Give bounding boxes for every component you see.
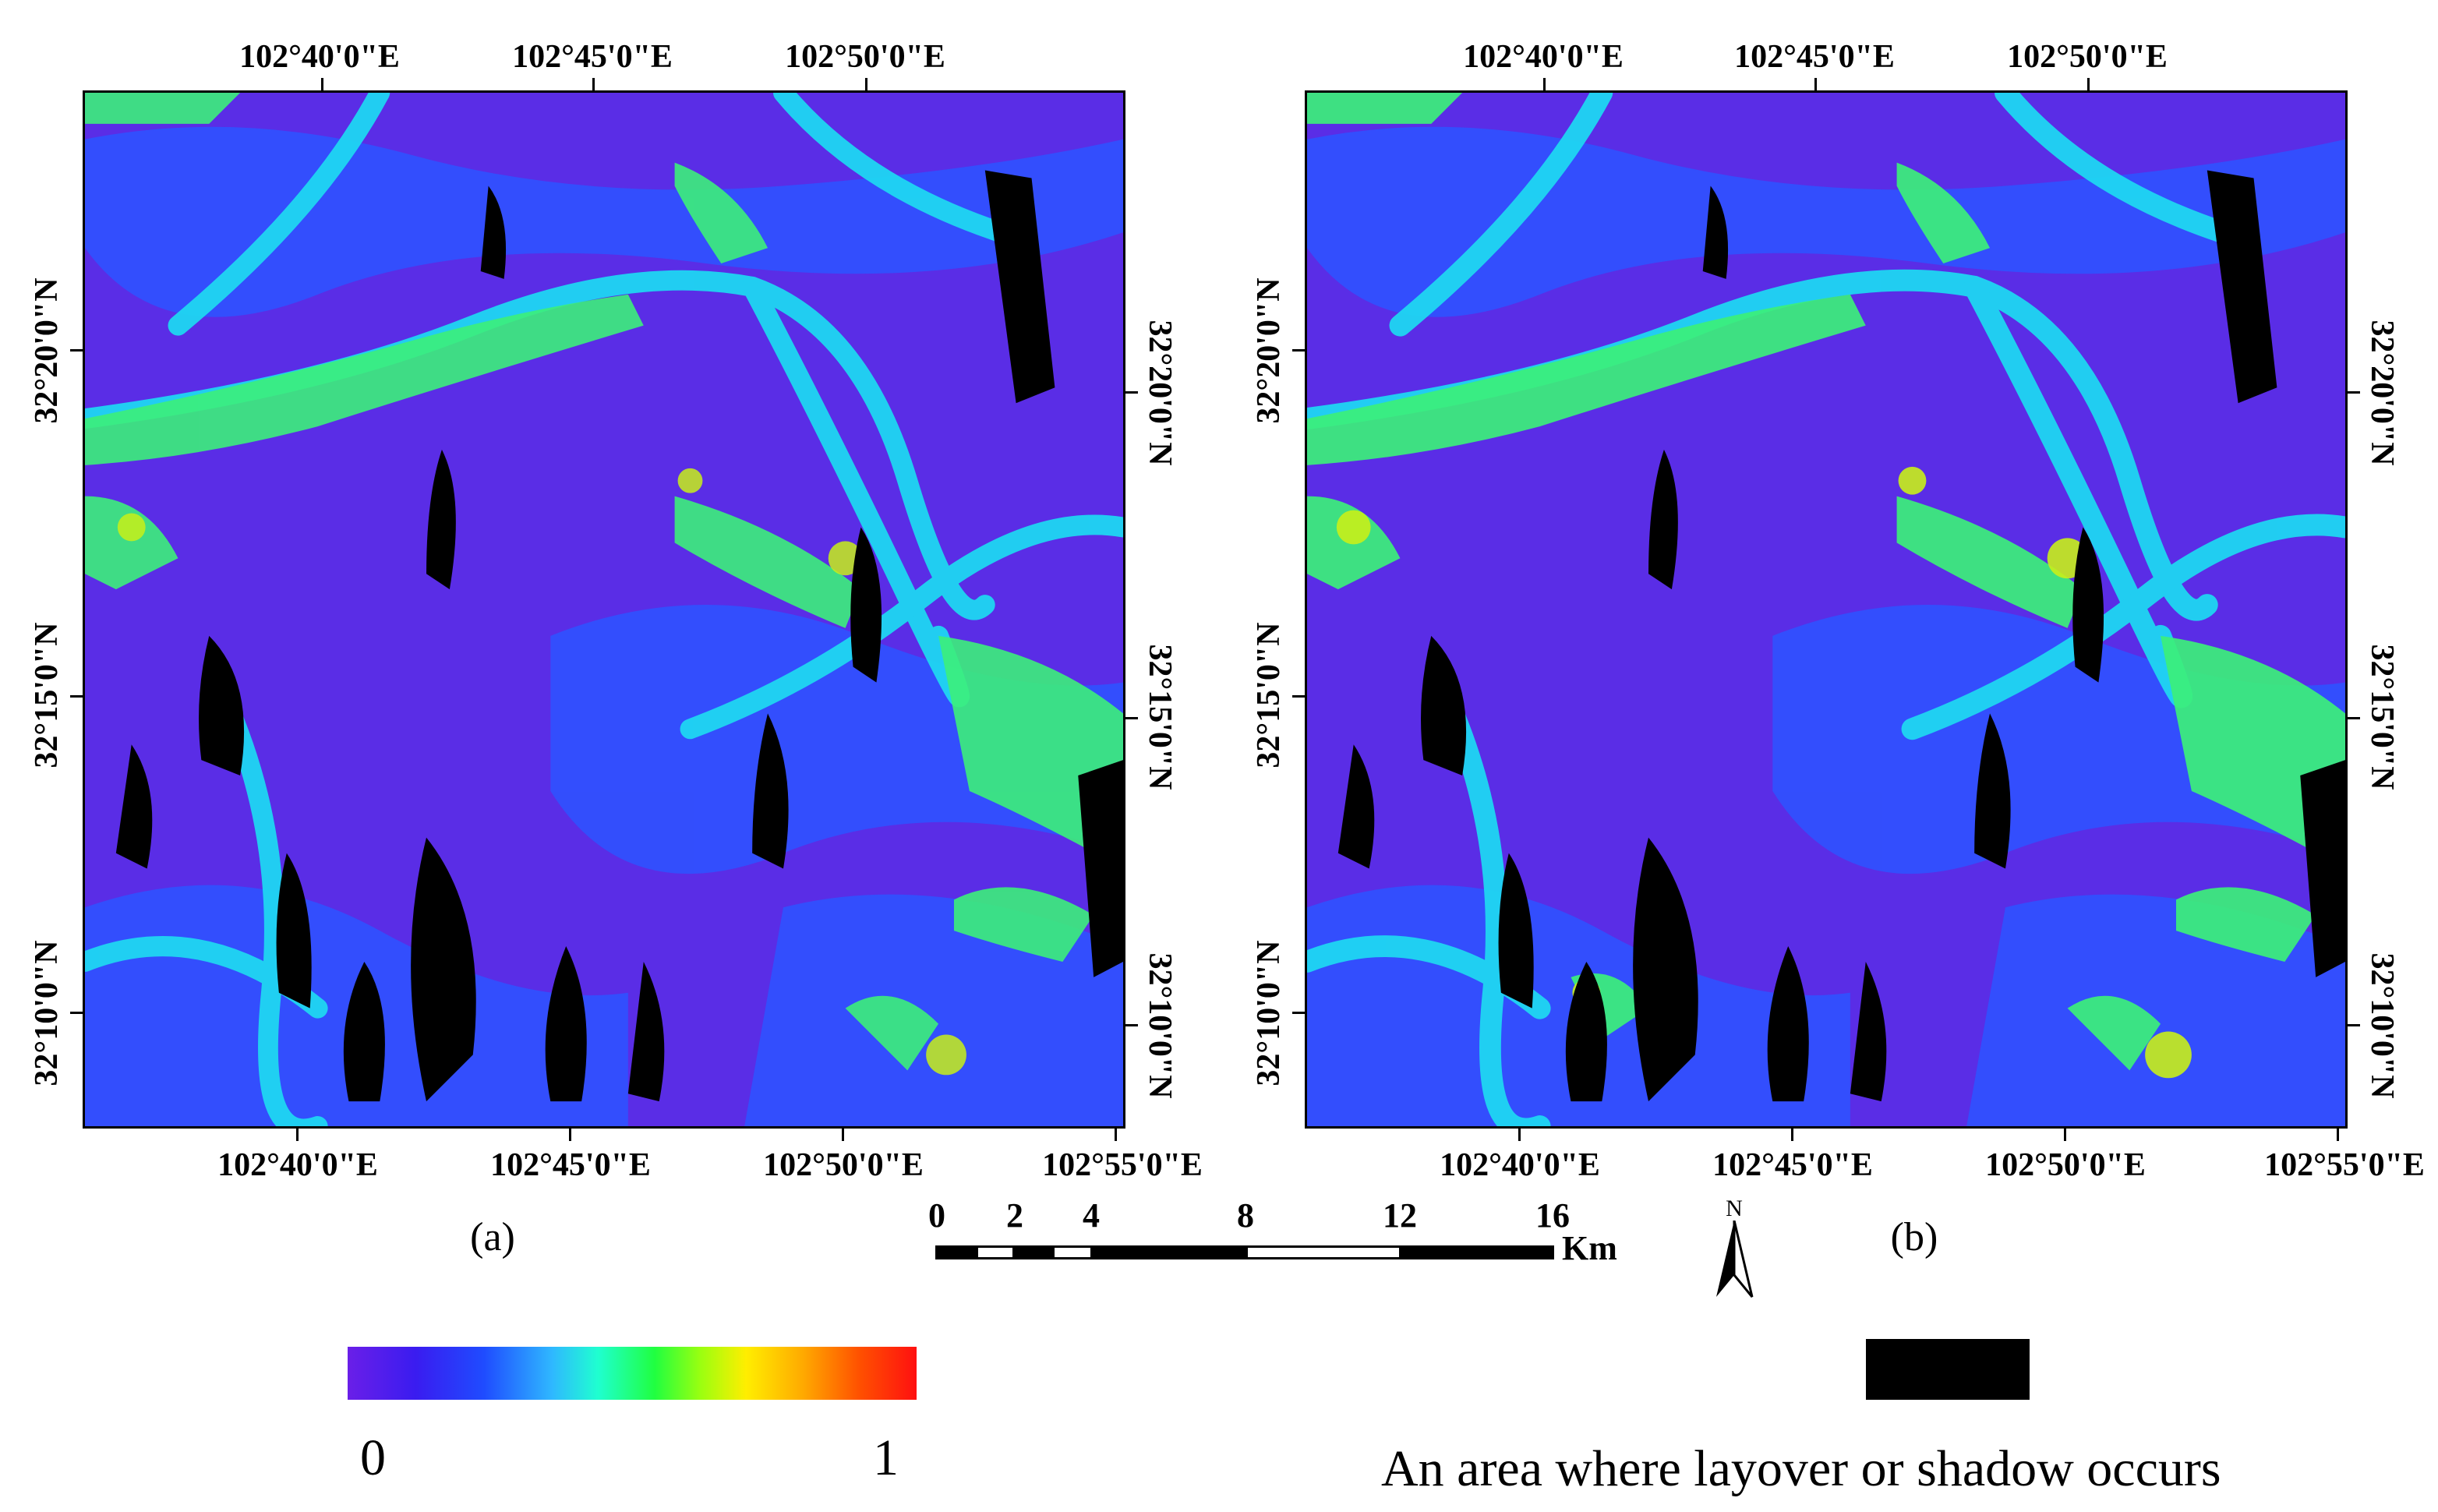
- scale-number: 0: [928, 1196, 945, 1235]
- scale-segment: [1400, 1245, 1554, 1259]
- scale-segment: [935, 1245, 977, 1259]
- colorbar-max-label: 1: [873, 1429, 899, 1486]
- latitude-tick-label: 32°10'0"N: [2364, 952, 2400, 1099]
- longitude-tick-label: 102°50'0"E: [763, 1147, 924, 1183]
- tick-mark: [321, 78, 323, 90]
- latitude-tick-label: 32°10'0"N: [1251, 940, 1287, 1086]
- colorbar: [348, 1347, 917, 1400]
- map-raster-a: [85, 93, 1123, 1126]
- scale-number: 12: [1383, 1196, 1417, 1235]
- panel-label-a: (a): [470, 1215, 515, 1259]
- tick-mark: [592, 78, 595, 90]
- longitude-tick-label: 102°45'0"E: [1712, 1147, 1873, 1183]
- tick-mark: [1115, 1129, 1117, 1141]
- latitude-tick-label: 32°10'0"N: [29, 940, 65, 1086]
- tick-mark: [1543, 78, 1546, 90]
- longitude-tick-label: 102°40'0"E: [239, 39, 400, 75]
- north-arrow: N: [1707, 1197, 1761, 1298]
- tick-mark: [2348, 717, 2360, 719]
- longitude-tick-label: 102°55'0"E: [1042, 1147, 1203, 1183]
- panel-label-b: (b): [1890, 1215, 1938, 1259]
- longitude-tick-label: 102°50'0"E: [1985, 1147, 2146, 1183]
- latitude-tick-label: 32°15'0"N: [1142, 644, 1178, 790]
- longitude-tick-label: 102°50'0"E: [2007, 39, 2168, 75]
- scale-number: 2: [1006, 1196, 1023, 1235]
- scale-segment: [976, 1245, 1015, 1259]
- scale-number: 16: [1535, 1196, 1570, 1235]
- scale-segment: [1052, 1245, 1093, 1259]
- latitude-tick-label: 32°10'0"N: [1142, 952, 1178, 1099]
- tick-mark: [1292, 1012, 1305, 1014]
- tick-mark: [2337, 1129, 2339, 1141]
- tick-mark: [2348, 1024, 2360, 1026]
- tick-mark: [1791, 1129, 1793, 1141]
- shadow-swatch: [1866, 1339, 2030, 1400]
- tick-mark: [296, 1129, 299, 1141]
- tick-mark: [865, 78, 867, 90]
- tick-mark: [1292, 695, 1305, 698]
- longitude-tick-label: 102°40'0"E: [217, 1147, 378, 1183]
- tick-mark: [1814, 78, 1817, 90]
- tick-mark: [2087, 78, 2090, 90]
- tick-mark: [842, 1129, 844, 1141]
- north-arrow-icon: [1716, 1221, 1754, 1298]
- map-panel-a: [83, 90, 1125, 1129]
- scale-number: 4: [1083, 1196, 1100, 1235]
- tick-mark: [2348, 391, 2360, 394]
- tick-mark: [569, 1129, 571, 1141]
- tick-mark: [1125, 717, 1138, 719]
- latitude-tick-label: 32°20'0"N: [1251, 277, 1287, 424]
- scale-unit: Km: [1562, 1229, 1617, 1267]
- map-panel-b: [1305, 90, 2348, 1129]
- longitude-tick-label: 102°45'0"E: [512, 39, 673, 75]
- tick-mark: [70, 349, 83, 352]
- latitude-tick-label: 32°20'0"N: [1142, 320, 1178, 466]
- longitude-tick-label: 102°40'0"E: [1463, 39, 1624, 75]
- shadow-legend-text: An area where layover or shadow occurs: [1381, 1440, 2221, 1497]
- longitude-tick-label: 102°40'0"E: [1440, 1147, 1600, 1183]
- longitude-tick-label: 102°45'0"E: [490, 1147, 651, 1183]
- longitude-tick-label: 102°45'0"E: [1734, 39, 1895, 75]
- colorbar-min-label: 0: [360, 1429, 386, 1486]
- latitude-tick-label: 32°15'0"N: [29, 622, 65, 768]
- latitude-tick-label: 32°20'0"N: [29, 277, 65, 424]
- tick-mark: [1292, 349, 1305, 352]
- map-raster-b: [1307, 93, 2345, 1126]
- scale-segment: [1091, 1245, 1247, 1259]
- latitude-tick-label: 32°15'0"N: [2364, 644, 2400, 790]
- tick-mark: [1518, 1129, 1521, 1141]
- scale-number: 8: [1237, 1196, 1254, 1235]
- latitude-tick-label: 32°15'0"N: [1251, 622, 1287, 768]
- scale-segment: [1013, 1245, 1054, 1259]
- longitude-tick-label: 102°50'0"E: [785, 39, 945, 75]
- tick-mark: [1125, 1024, 1138, 1026]
- tick-mark: [2064, 1129, 2066, 1141]
- tick-mark: [1125, 391, 1138, 394]
- longitude-tick-label: 102°55'0"E: [2264, 1147, 2425, 1183]
- scale-segment: [1246, 1245, 1401, 1259]
- tick-mark: [70, 695, 83, 698]
- tick-mark: [70, 1012, 83, 1014]
- north-label: N: [1726, 1196, 1743, 1221]
- latitude-tick-label: 32°20'0"N: [2364, 320, 2400, 466]
